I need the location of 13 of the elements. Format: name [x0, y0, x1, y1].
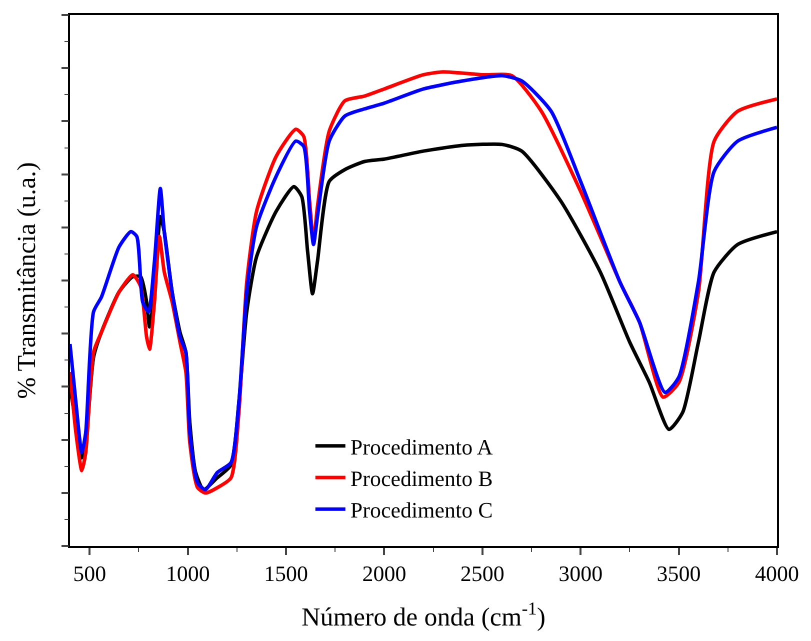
legend-label: Procedimento B: [350, 466, 493, 492]
x-tick-label: 3500: [656, 561, 701, 586]
x-tick-label: 2000: [362, 561, 406, 586]
legend-label: Procedimento C: [350, 498, 493, 523]
x-tick-label: 1000: [166, 561, 210, 586]
legend-label: Procedimento A: [350, 434, 493, 460]
y-axis-title: % Transmitância (u.a.): [12, 162, 42, 399]
x-tick-label: 1500: [264, 561, 308, 586]
x-tick-label: 3000: [558, 561, 603, 586]
x-tick-label: 4000: [755, 561, 799, 586]
x-axis-title: Número de onda (cm$^{-1}$): [301, 598, 546, 632]
x-tick-label: 500: [73, 561, 106, 586]
x-tick-label: 2500: [460, 561, 504, 586]
